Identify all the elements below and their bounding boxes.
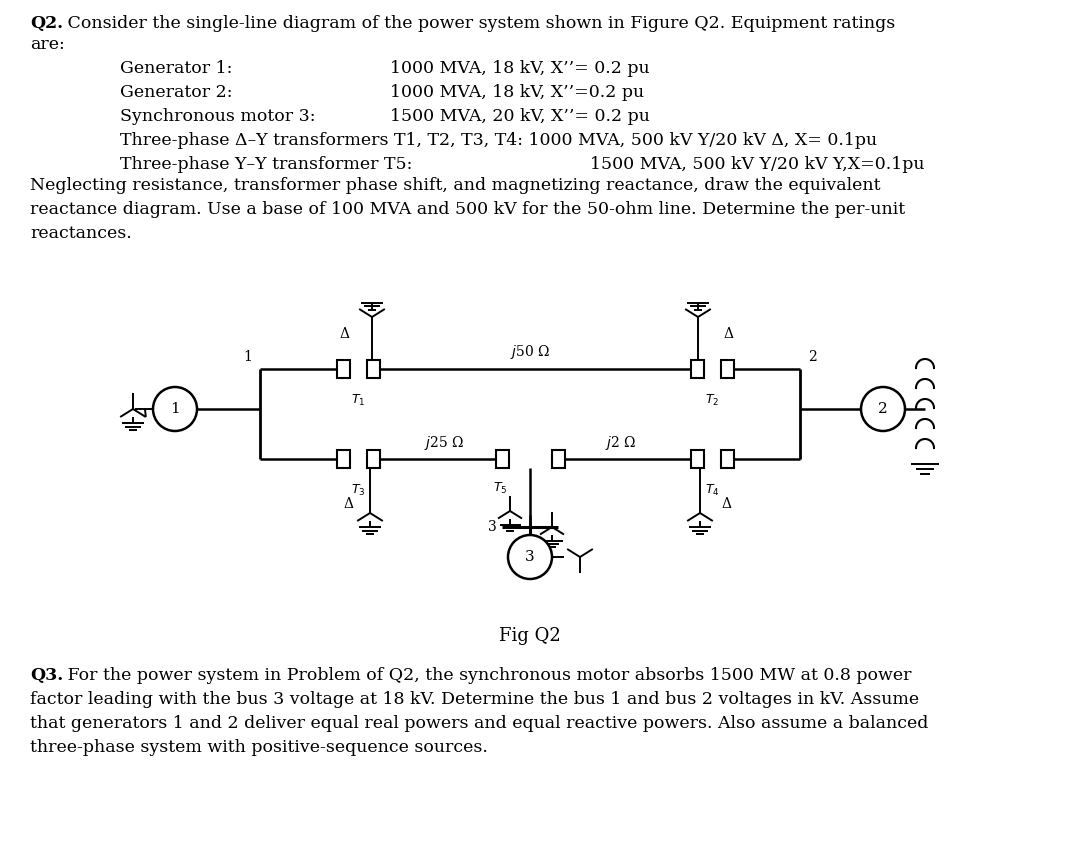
Text: 1000 MVA, 18 kV, X’’=0.2 pu: 1000 MVA, 18 kV, X’’=0.2 pu — [390, 84, 644, 101]
Text: Δ: Δ — [339, 327, 349, 341]
Bar — [720, 450, 733, 468]
Text: that generators 1 and 2 deliver equal real powers and equal reactive powers. Als: that generators 1 and 2 deliver equal re… — [30, 715, 929, 732]
Text: $T_1$: $T_1$ — [351, 393, 365, 408]
Bar — [690, 450, 703, 468]
Text: 1000 MVA, 18 kV, X’’= 0.2 pu: 1000 MVA, 18 kV, X’’= 0.2 pu — [390, 60, 650, 77]
Text: Q3.: Q3. — [30, 667, 64, 684]
Text: Neglecting resistance, transformer phase shift, and magnetizing reactance, draw : Neglecting resistance, transformer phase… — [30, 177, 880, 194]
Text: three-phase system with positive-sequence sources.: three-phase system with positive-sequenc… — [30, 739, 488, 756]
Bar — [366, 360, 379, 378]
Text: Q2.: Q2. — [30, 15, 63, 32]
Text: 1500 MVA, 500 kV Y/20 kV Y,X=0.1pu: 1500 MVA, 500 kV Y/20 kV Y,X=0.1pu — [590, 156, 924, 173]
Text: $j$25 Ω: $j$25 Ω — [424, 434, 464, 452]
Circle shape — [861, 387, 905, 431]
Text: $T_3$: $T_3$ — [351, 483, 365, 499]
Text: Synchronous motor 3:: Synchronous motor 3: — [120, 108, 315, 125]
Text: For the power system in Problem of Q2, the synchronous motor absorbs 1500 MW at : For the power system in Problem of Q2, t… — [62, 667, 912, 684]
Text: $T_2$: $T_2$ — [705, 393, 719, 408]
Text: 3: 3 — [525, 550, 535, 564]
Text: Δ: Δ — [343, 497, 353, 511]
Text: Generator 1:: Generator 1: — [120, 60, 232, 77]
Bar — [337, 360, 350, 378]
Text: $T_4$: $T_4$ — [704, 483, 719, 499]
Text: $T_5$: $T_5$ — [492, 481, 508, 496]
Bar — [552, 450, 565, 468]
Text: reactances.: reactances. — [30, 225, 132, 242]
Text: Δ: Δ — [721, 497, 731, 511]
Bar — [720, 360, 733, 378]
Text: $j$2 Ω: $j$2 Ω — [606, 434, 636, 452]
Bar — [496, 450, 509, 468]
Text: factor leading with the bus 3 voltage at 18 kV. Determine the bus 1 and bus 2 vo: factor leading with the bus 3 voltage at… — [30, 691, 919, 708]
Bar — [522, 544, 538, 564]
Text: are:: are: — [30, 36, 65, 53]
Text: Three-phase Y–Y transformer T5:: Three-phase Y–Y transformer T5: — [120, 156, 413, 173]
Bar — [337, 450, 350, 468]
Text: 2: 2 — [808, 350, 816, 364]
Text: 2: 2 — [878, 402, 888, 416]
Text: Generator 2:: Generator 2: — [120, 84, 232, 101]
Text: 3: 3 — [488, 520, 497, 534]
Text: Δ: Δ — [723, 327, 733, 341]
Text: 1: 1 — [243, 350, 252, 364]
Text: Consider the single-line diagram of the power system shown in Figure Q2. Equipme: Consider the single-line diagram of the … — [62, 15, 895, 32]
Circle shape — [508, 535, 552, 579]
Circle shape — [153, 387, 197, 431]
Text: 1500 MVA, 20 kV, X’’= 0.2 pu: 1500 MVA, 20 kV, X’’= 0.2 pu — [390, 108, 650, 125]
Text: $j$50 Ω: $j$50 Ω — [510, 343, 550, 361]
Text: 1: 1 — [171, 402, 180, 416]
Bar — [366, 450, 379, 468]
Text: reactance diagram. Use a base of 100 MVA and 500 kV for the 50-ohm line. Determi: reactance diagram. Use a base of 100 MVA… — [30, 201, 905, 218]
Text: Fig Q2: Fig Q2 — [499, 627, 561, 645]
Bar — [690, 360, 703, 378]
Text: Three-phase Δ–Y transformers T1, T2, T3, T4: 1000 MVA, 500 kV Y/20 kV Δ, X= 0.1p: Three-phase Δ–Y transformers T1, T2, T3,… — [120, 132, 877, 149]
